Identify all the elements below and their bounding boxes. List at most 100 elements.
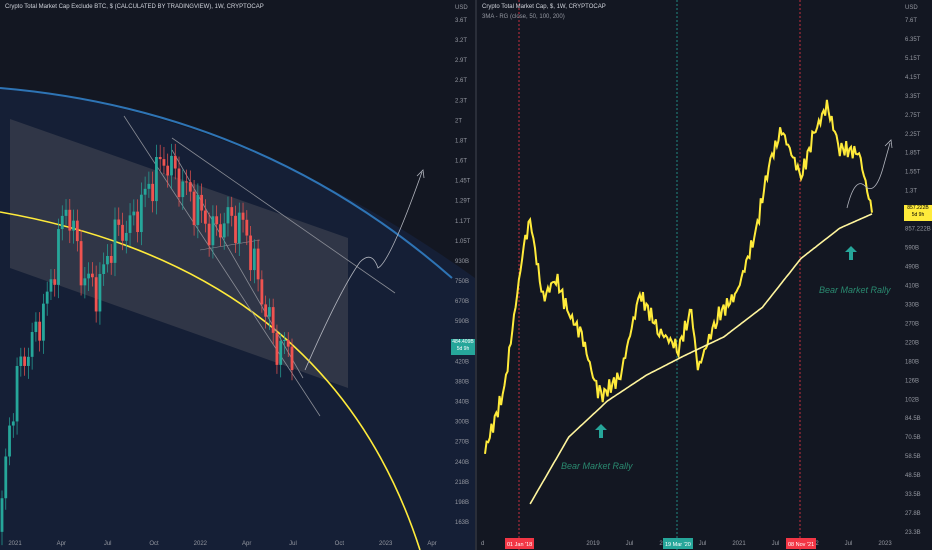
left-y-tick-label: 270B [455,440,469,446]
right-price-badge: 857.222B 5d 9h [904,205,932,221]
left-y-tick-label: 2.3T [455,98,467,104]
candle-body [215,216,219,225]
candle-body [4,456,8,499]
price-line-series [484,99,873,455]
right-y-tick-label: 48.5B [905,473,921,479]
right-chart-canvas[interactable]: Bear Market Rally Bear Market Rally 7.6T… [477,0,932,550]
candle-body [222,223,226,238]
candle-body [15,366,19,422]
candle-body [143,188,147,195]
left-y-tick-label: 1.17T [455,219,471,225]
left-y-tick-label: 2.9T [455,58,467,64]
right-chart-title: Crypto Total Market Cap, $, 1W, CRYPTOCA… [482,4,606,10]
left-y-tick-label: 340B [455,400,469,406]
annotation-bear-market-rally: Bear Market Rally [819,285,891,295]
candle-body [200,194,204,211]
left-x-tick-label: Jul [289,541,297,547]
left-y-tick-label: 3.2T [455,38,467,44]
candle-body [19,356,23,367]
panel-divider[interactable] [475,0,477,550]
candle-body [49,279,53,292]
right-y-tick-label: 58.5B [905,454,921,460]
candle-body [68,209,72,231]
right-y-tick-label: 4.15T [905,75,921,81]
left-y-tick-label: 2T [455,118,462,124]
candle-body [109,255,113,263]
right-chart-panel[interactable]: Bear Market Rally Bear Market Rally 7.6T… [477,0,932,550]
candle-body [271,307,275,333]
candle-body [173,155,177,169]
up-arrow-icon [845,246,857,260]
right-y-tick-label: 180B [905,359,919,365]
left-x-axis: 2021 Apr Jul Oct 2022 Apr Jul Oct 2023 Apr [8,541,436,547]
candle-body [151,183,155,202]
right-y-tick-label: 330B [905,302,919,308]
candle-body [87,273,91,279]
candle-body [136,211,139,233]
right-y-tick-label: 270B [905,321,919,327]
left-price-badge-time: 5d 9h [456,346,470,352]
candle-body [94,277,98,312]
candle-body [234,215,237,244]
left-x-tick-label: Jul [104,541,112,547]
left-y-tick-label: 420B [455,359,469,365]
left-chart-panel[interactable]: 3.6T 3.2T 2.9T 2.6T 2.3T 2T 1.8T 1.6T 1.45T 1.29T… [0,0,475,550]
candle-body [83,278,87,286]
candle-body [260,279,264,305]
right-y-tick-label: 220B [905,340,919,346]
candle-body [192,191,196,226]
candle-body [264,304,268,317]
right-axis-unit: USD [905,5,918,11]
candle-body [11,421,15,426]
candle-body [26,356,30,366]
left-y-tick-label: 163B [455,520,469,526]
right-x-tick-label: Jul [845,541,853,547]
candle-body [8,425,11,457]
candle-body [249,235,252,271]
left-y-tick-label: 670B [455,299,469,305]
left-y-tick-label: 750B [455,279,469,285]
candle-body [230,207,234,216]
event-label-jan18: 01 Jan '18 [507,542,532,548]
left-chart-canvas[interactable]: 3.6T 3.2T 2.9T 2.6T 2.3T 2T 1.8T 1.6T 1.45T 1.29T… [0,0,475,550]
event-label-nov21-bg [786,538,816,549]
candle-body [23,356,26,366]
right-y-tick-label: 2.75T [905,113,921,119]
right-y-tick-label: 27.8B [905,511,921,517]
left-y-tick-label: 3.6T [455,18,467,24]
candle-body [275,332,279,365]
candle-body [147,183,151,189]
left-y-tick-label: 198B [455,500,469,506]
left-y-tick-label: 590B [455,319,469,325]
right-y-tick-label: 70.5B [905,435,921,441]
left-y-tick-label: 1.8T [455,138,467,144]
right-y-tick-label: 1.55T [905,170,921,176]
candle-body [0,498,4,532]
candle-body [256,248,260,280]
right-y-axis: 7.6T 6.35T 5.15T 4.15T 3.35T 2.75T 2.25T 1.85T 1… [905,18,931,536]
left-x-tick-label: Apr [242,541,251,547]
right-price-badge-value: 857.222B [907,205,929,211]
candlestick-series [0,143,294,546]
left-y-axis: 3.6T 3.2T 2.9T 2.6T 2.3T 2T 1.8T 1.6T 1.45T 1.29T… [455,18,471,526]
candle-body [226,207,230,224]
candle-body [158,156,162,160]
candle-body [117,219,121,225]
right-x-tick-label: 2023 [878,541,892,547]
left-x-tick-label: Apr [57,541,66,547]
right-price-badge-time: 5d 9h [911,212,925,218]
candle-body [290,346,294,371]
candle-body [42,303,45,341]
left-y-tick-label: 300B [455,420,469,426]
left-y-tick-label: 218B [455,480,469,486]
left-x-tick-label: Oct [149,541,159,547]
right-x-axis: 2019Jul2020Jul2021Jul2022Jul2023 [586,541,892,547]
left-y-tick-label: 380B [455,379,469,385]
candle-body [30,332,34,357]
candle-body [211,216,215,246]
candle-body [170,155,173,176]
candle-body [34,321,38,333]
right-y-tick-label: 6.35T [905,37,921,43]
right-x-tick-label: Jul [626,541,634,547]
left-x-tick-label: 2021 [8,541,22,547]
